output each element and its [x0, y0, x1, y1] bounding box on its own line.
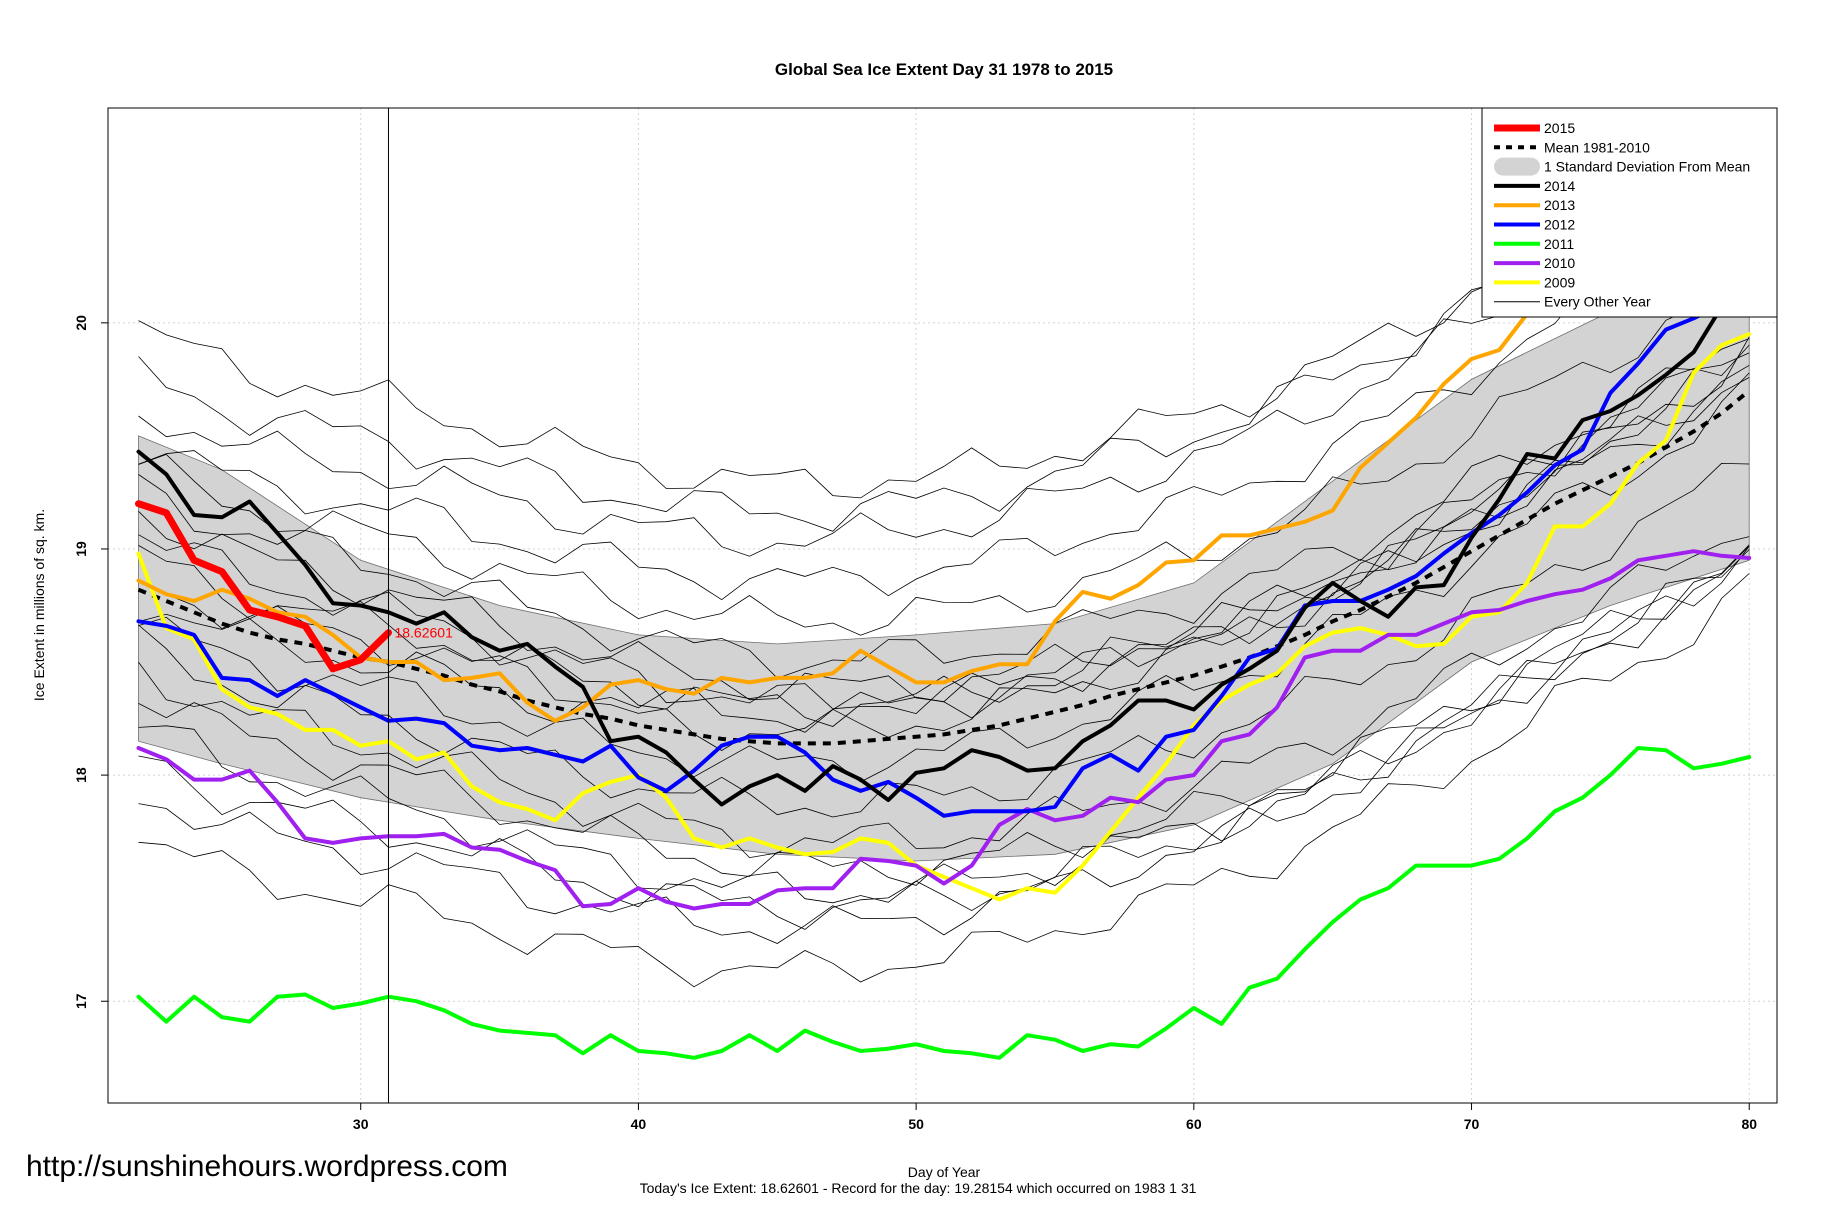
legend-label-mean-1981-2010: Mean 1981-2010 — [1544, 139, 1650, 155]
legend-label-2011: 2011 — [1544, 236, 1574, 252]
other-year-line-15 — [138, 545, 1750, 886]
legend-label-2015: 2015 — [1544, 120, 1575, 136]
other-year-line-14 — [138, 536, 1750, 859]
legend-label-2013: 2013 — [1544, 197, 1575, 213]
series-line-mean-1981-2010 — [137, 389, 1751, 746]
legend-label-2010: 2010 — [1544, 255, 1575, 271]
other-year-line-19 — [138, 573, 1750, 988]
series-line-2011 — [136, 746, 1752, 1060]
other-year-line-11 — [138, 336, 1750, 751]
series-line-2014 — [136, 291, 1752, 807]
x-tick-label-70: 70 — [1464, 1116, 1480, 1132]
other-year-line-6 — [138, 338, 1750, 679]
other-year-line-17 — [138, 549, 1750, 930]
std-band-area — [138, 227, 1750, 862]
axis-ticks: 30 40 50 60 70 80 17 18 19 20 — [73, 315, 1757, 1132]
every-other-year-lines — [138, 124, 1750, 988]
other-year-line-2 — [138, 150, 1750, 532]
legend-label-2012: 2012 — [1544, 217, 1575, 233]
other-year-line-13 — [138, 462, 1750, 818]
series-line-2013 — [136, 259, 1752, 723]
x-tick-label-80: 80 — [1741, 1116, 1757, 1132]
other-year-line-8 — [138, 364, 1750, 715]
plot-frame — [107, 107, 1778, 1104]
legend-label-every-other-year: Every Other Year — [1544, 294, 1651, 310]
std-deviation-band — [138, 227, 1750, 862]
legend-label-2014: 2014 — [1544, 178, 1575, 194]
series-line-2009 — [136, 332, 1752, 902]
y-axis-label: Ice Extent in millions of sq. km. — [31, 509, 47, 701]
other-year-line-16 — [138, 544, 1750, 904]
x-tick-label-30: 30 — [353, 1116, 369, 1132]
chart-title: Global Sea Ice Extent Day 31 1978 to 201… — [775, 60, 1113, 79]
y-tick-label-19: 19 — [73, 541, 89, 557]
series-lines — [135, 259, 1752, 1060]
current-value-label: 18.62601 — [394, 625, 453, 641]
series-line-2015 — [135, 500, 392, 673]
y-tick-label-18: 18 — [73, 767, 89, 783]
source-url: http://sunshinehours.wordpress.com — [26, 1150, 508, 1183]
other-year-line-3 — [138, 167, 1750, 557]
other-year-line-5 — [138, 251, 1750, 636]
current-day-marker: 18.62601 — [387, 108, 453, 1103]
x-tick-label-40: 40 — [631, 1116, 647, 1132]
footer-text: Today's Ice Extent: 18.62601 - Record fo… — [639, 1180, 1197, 1196]
legend-label-1-standard-deviation-from-mean: 1 Standard Deviation From Mean — [1544, 159, 1750, 175]
legend-label-2009: 2009 — [1544, 274, 1575, 290]
other-year-line-18 — [138, 546, 1750, 944]
other-year-line-9 — [138, 352, 1750, 727]
other-year-line-1 — [138, 124, 1750, 499]
legend: 2015 Mean 1981-2010 1 Standard Deviation F… — [1481, 107, 1778, 318]
x-tick-label-50: 50 — [908, 1116, 924, 1132]
series-line-2010 — [136, 549, 1752, 911]
y-tick-label-17: 17 — [73, 993, 89, 1009]
other-year-line-4 — [138, 190, 1750, 601]
x-tick-label-60: 60 — [1186, 1116, 1202, 1132]
other-year-line-12 — [138, 372, 1750, 783]
x-axis-label: Day of Year — [908, 1164, 981, 1180]
y-tick-label-20: 20 — [73, 315, 89, 331]
legend-key-1-standard-deviation-from-mean — [1494, 157, 1540, 176]
